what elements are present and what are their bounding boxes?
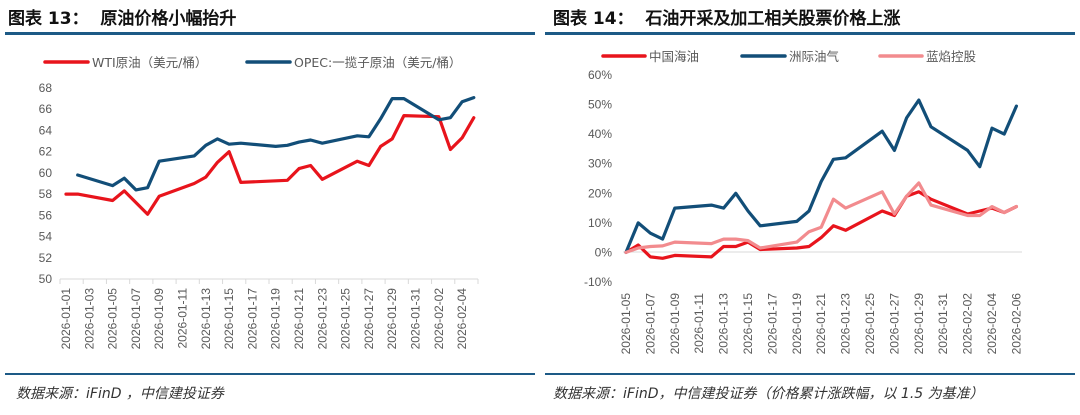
x-tick-label: 2026-01-01 [59,288,73,350]
left-top-rule [5,32,535,35]
x-tick-label: 2026-01-31 [409,288,423,350]
x-tick-label: 2026-01-29 [912,293,926,355]
y-tick-label: 60% [588,68,612,82]
series-line-1-2 [76,95,476,192]
x-tick-label: 2026-01-23 [315,288,329,350]
x-tick-label: 2026-02-02 [961,293,975,355]
x-tick-label: 2026-01-23 [839,293,853,355]
x-tick-label: 2026-01-13 [717,293,731,355]
y-tick-label: 50 [39,272,53,286]
y-tick-label: 50% [588,98,612,112]
x-tick-label: 2026-01-21 [814,293,828,355]
legend-label: 中国海油 [649,49,699,64]
series-line-1-1 [64,113,476,216]
x-tick-label: 2026-01-19 [269,288,283,350]
y-tick-label: 58 [39,187,53,201]
left-source-note: 数据来源：iFinD ，中信建投证券 [16,386,224,402]
left-figure-title: 图表 13： 原油价格小幅抬升 [8,9,237,29]
x-tick-label: 2026-01-21 [292,288,306,350]
y-tick-label: 0% [595,245,613,259]
legend-label: OPEC:一揽子原油（美元/桶） [294,55,461,70]
y-tick-label: 68 [39,81,53,95]
x-tick-label: 2026-01-27 [887,293,901,355]
x-tick-label: 2026-01-29 [385,288,399,350]
x-tick-label: 2026-01-05 [619,293,633,355]
y-tick-label: 40% [588,127,612,141]
legend-label: 蓝焰控股 [926,49,977,64]
x-tick-label: 2026-01-15 [222,288,236,350]
y-tick-label: 30% [588,157,612,171]
right-bottom-rule [545,373,1075,375]
x-tick-label: 2026-01-07 [643,293,657,355]
x-tick-label: 2026-01-11 [176,288,190,349]
x-tick-label: 2026-02-02 [432,288,446,350]
y-tick-label: 60 [39,166,53,180]
y-tick-label: 52 [39,251,53,265]
right-source-note: 数据来源：iFinD，中信建投证券（价格累计涨跌幅，以 1.5 为基准） [553,386,984,402]
x-tick-label: 2026-02-04 [455,288,469,350]
legend-label: 洲际油气 [789,49,840,64]
x-tick-label: 2026-01-09 [152,288,166,350]
x-tick-label: 2026-01-17 [245,288,259,350]
y-tick-label: 66 [39,102,53,116]
y-tick-label: 10% [588,216,612,230]
x-tick-label: 2026-02-06 [1009,293,1023,355]
x-tick-label: 2026-01-15 [741,293,755,355]
x-tick-label: 2026-01-25 [863,293,877,355]
x-tick-label: 2026-01-11 [692,293,706,354]
x-tick-label: 2026-01-09 [668,293,682,355]
y-tick-label: 62 [39,145,53,159]
x-tick-label: 2026-01-25 [339,288,353,350]
legend-label: WTI原油（美元/桶） [92,55,207,70]
series-line-2-2 [624,98,1019,254]
x-tick-label: 2026-01-13 [199,288,213,350]
x-tick-label: 2026-01-17 [765,293,779,355]
y-tick-label: 64 [39,123,53,137]
right-top-rule [545,32,1075,35]
x-tick-label: 2026-01-05 [106,288,120,350]
x-tick-label: 2026-01-07 [129,288,143,350]
x-tick-label: 2026-01-03 [82,288,96,350]
y-tick-label: 54 [39,230,53,244]
left-bottom-rule [5,373,535,375]
right-figure-title: 图表 14： 石油开采及加工相关股票价格上涨 [553,9,901,29]
y-tick-label: 20% [588,186,612,200]
x-tick-label: 2026-01-31 [936,293,950,355]
y-tick-label: 56 [39,208,53,222]
y-tick-label: -10% [584,275,612,289]
x-tick-label: 2026-01-19 [790,293,804,355]
x-tick-label: 2026-02-04 [985,293,999,355]
series-line-2-3 [624,181,1019,254]
x-tick-label: 2026-01-27 [362,288,376,350]
